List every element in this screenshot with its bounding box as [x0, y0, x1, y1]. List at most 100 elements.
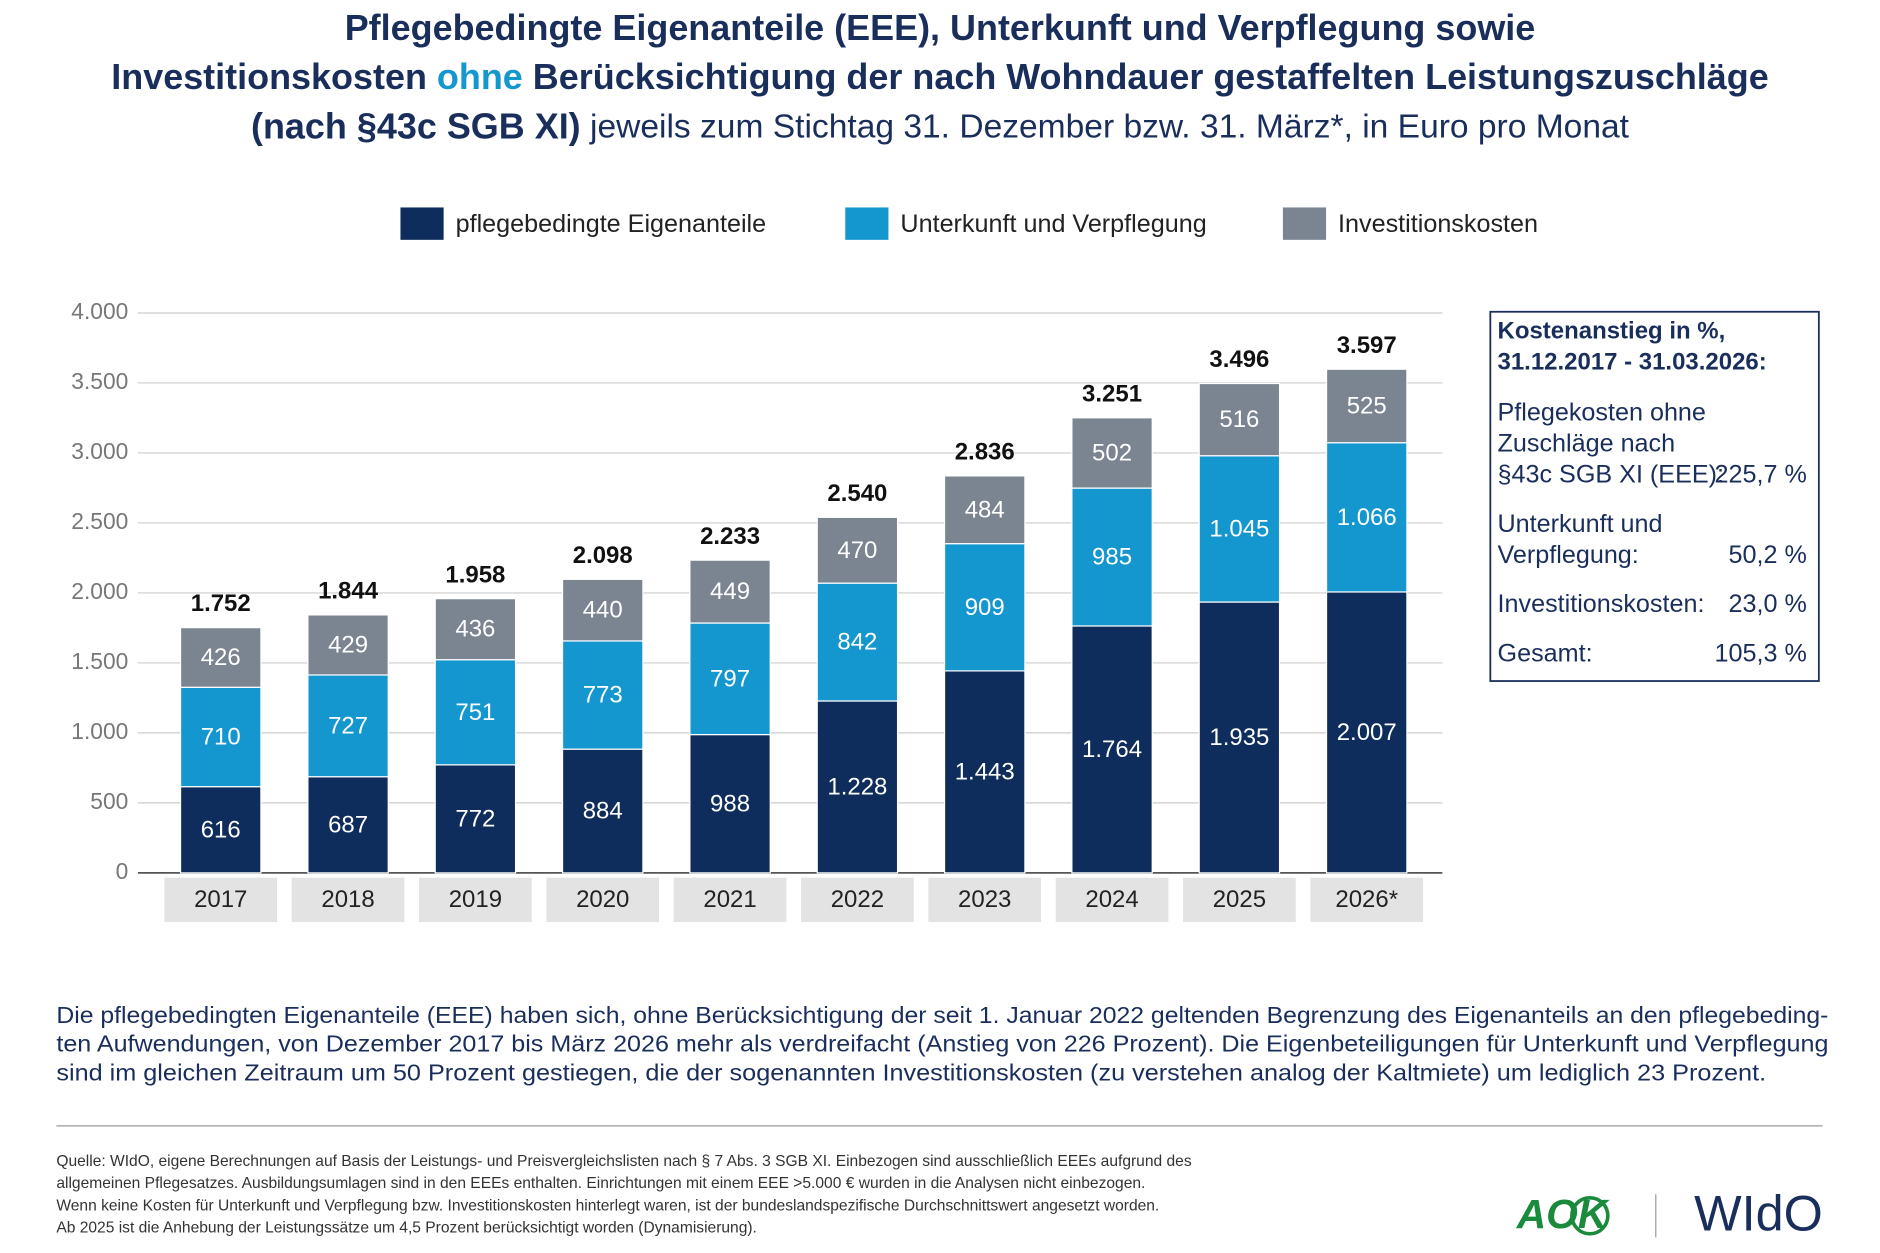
x-tick-label: 2019 — [449, 886, 502, 913]
info-label: Zuschläge nach — [1498, 430, 1676, 458]
value-label: 1.045 — [1209, 515, 1269, 542]
info-label: Unterkunft und — [1498, 510, 1663, 538]
info-label: Pflegekosten ohne — [1498, 398, 1706, 426]
value-label: 842 — [837, 629, 877, 656]
y-tick-label: 2.000 — [71, 578, 128, 604]
value-label: 429 — [328, 631, 368, 658]
x-tick-label: 2021 — [703, 886, 756, 913]
x-tick-label: 2025 — [1213, 886, 1266, 913]
title-part: Berücksichtigung der nach Wohndauer gest… — [523, 56, 1769, 97]
value-label: 1.764 — [1082, 736, 1142, 763]
bar-segment — [689, 559, 771, 624]
title-line: Investitionskosten ohne Berücksichtigung… — [111, 56, 1768, 97]
bar-segment — [561, 748, 644, 874]
body-text: ten Aufwendungen, von Dezember 2017 bis … — [56, 1031, 1828, 1057]
footnote: Wenn keine Kosten für Unterkunft und Ver… — [56, 1197, 1159, 1214]
footnote: Quelle: WIdO, eigene Berechnungen auf Ba… — [56, 1153, 1191, 1170]
value-label: 1.066 — [1337, 504, 1397, 531]
category-box — [1055, 877, 1169, 923]
title-part: (nach §43c SGB XI) — [251, 105, 581, 146]
bar-segment — [179, 627, 262, 688]
total-label: 1.958 — [445, 561, 505, 588]
legend-swatch — [400, 207, 444, 240]
info-value: 225,7 % — [1715, 461, 1807, 489]
bar-segment — [816, 700, 899, 874]
x-tick-label: 2023 — [958, 886, 1011, 913]
title-line: Pflegebedingte Eigenanteile (EEE), Unter… — [345, 7, 1536, 48]
total-label: 2.098 — [573, 542, 633, 569]
value-label: 516 — [1219, 406, 1259, 433]
total-label: 3.496 — [1209, 346, 1269, 373]
bar-segment — [179, 786, 262, 874]
y-tick-label: 3.000 — [71, 438, 128, 464]
total-label: 3.251 — [1082, 380, 1142, 407]
body-text: sind im gleichen Zeitraum um 50 Prozent … — [56, 1059, 1766, 1085]
category-box — [1310, 877, 1424, 923]
value-label: 727 — [328, 712, 368, 739]
category-box — [546, 877, 660, 923]
value-label: 985 — [1092, 544, 1132, 571]
info-label: §43c SGB XI (EEE): — [1498, 461, 1725, 489]
value-label: 773 — [583, 682, 623, 709]
category-box — [164, 877, 278, 923]
bar-segment — [1071, 487, 1153, 627]
bar-segment — [1198, 601, 1281, 874]
x-tick-label: 2024 — [1085, 886, 1138, 913]
info-value: 105,3 % — [1715, 639, 1807, 667]
value-label: 449 — [710, 578, 750, 605]
info-label: Verpflegung: — [1498, 541, 1639, 569]
value-label: 440 — [583, 597, 623, 624]
total-label: 2.233 — [700, 523, 760, 550]
info-label: Investitionskosten: — [1498, 590, 1705, 618]
bar-segment — [307, 614, 389, 676]
value-label: 436 — [455, 616, 495, 643]
body-text: Die pflegebedingten Eigenanteile (EEE) h… — [56, 1002, 1828, 1028]
bar-segment — [434, 764, 517, 874]
bar-segment — [1198, 382, 1281, 457]
value-label: 1.228 — [827, 773, 887, 800]
bar-segment — [434, 598, 517, 661]
legend-label: Investitionskosten — [1338, 210, 1538, 238]
footnote: Ab 2025 ist die Anhebung der Leistungssä… — [56, 1219, 757, 1236]
value-label: 1.443 — [955, 758, 1015, 785]
total-label: 2.540 — [827, 480, 887, 507]
chart: 0 500 1.000 1.500 2.000 2.500 3.000 3.500 4.000 2… — [56, 207, 1828, 1236]
bar-segment — [561, 578, 644, 642]
y-tick-label: 3.500 — [71, 368, 128, 394]
footnote: allgemeinen Pflegesatzes. Ausbildungsuml… — [56, 1175, 1145, 1192]
title-part: ohne — [437, 56, 523, 97]
legend-label: Unterkunft und Verpflegung — [900, 210, 1206, 238]
value-label: 1.935 — [1209, 724, 1269, 751]
value-label: 502 — [1092, 439, 1132, 466]
y-tick-label: 1.000 — [71, 718, 128, 744]
category-box — [291, 877, 405, 923]
title-part: Pflegebedingte Eigenanteile (EEE), Unter… — [345, 7, 1536, 48]
value-label: 484 — [965, 496, 1005, 523]
bar-segment — [689, 733, 771, 874]
logo-wido: WIdO — [1694, 1184, 1823, 1241]
value-label: 2.007 — [1337, 719, 1397, 746]
total-label: 3.597 — [1337, 332, 1397, 359]
info-label: Gesamt: — [1498, 639, 1593, 667]
bar-segment — [943, 475, 1026, 545]
logo-aok-icon — [1570, 1196, 1610, 1236]
title-part: Investitionskosten — [111, 56, 437, 97]
category-box — [673, 877, 787, 923]
value-label: 884 — [583, 798, 623, 825]
title-part: jeweils zum Stichtag 31. Dezember bzw. 3… — [581, 108, 1630, 145]
total-label: 1.844 — [318, 577, 379, 604]
info-value: 23,0 % — [1729, 590, 1807, 618]
bar-segment — [307, 776, 389, 874]
value-label: 525 — [1347, 393, 1387, 420]
value-label: 751 — [455, 699, 495, 726]
info-title: 31.12.2017 - 31.03.2026: — [1498, 349, 1767, 376]
x-tick-label: 2017 — [194, 886, 247, 913]
value-label: 797 — [710, 665, 750, 692]
bar-segment — [943, 670, 1026, 874]
x-tick-label: 2026* — [1335, 886, 1398, 913]
y-tick-label: 1.500 — [71, 648, 128, 674]
bar-segment — [943, 543, 1026, 672]
legend-label: pflegebedingte Eigenanteile — [456, 210, 767, 238]
x-tick-label: 2022 — [831, 886, 884, 913]
